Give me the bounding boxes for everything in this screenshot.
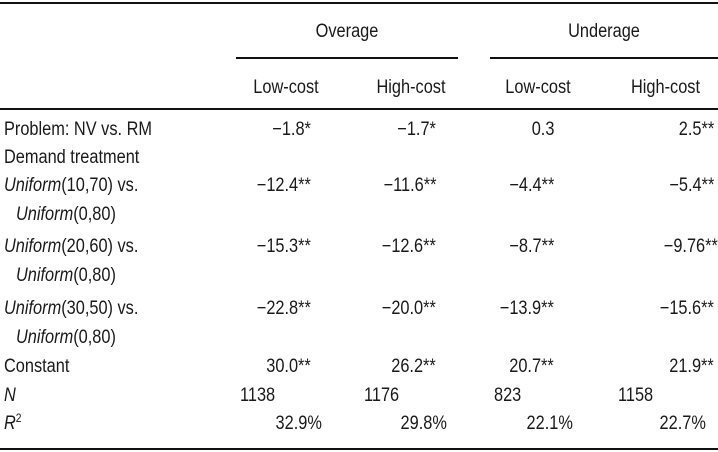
table-cell: 26.2** (391, 356, 436, 377)
table-cell: 0.3 (531, 119, 554, 140)
underage-group-rule (490, 57, 718, 59)
row-label-constant: Constant (4, 356, 70, 377)
table-cell: −1.7* (397, 119, 436, 140)
table-cell: −20.0** (381, 298, 436, 319)
table-cell: 1138 (240, 385, 276, 406)
table-cell: −12.6** (381, 236, 436, 257)
table-cell: 1158 (618, 385, 654, 406)
table-cell: 22.1% (526, 413, 573, 434)
table-cell: −5.4** (669, 175, 714, 196)
row-label-problem: Problem: NV vs. RM (4, 119, 153, 140)
table-cell: −8.7** (509, 236, 554, 257)
table-cell: 1176 (364, 385, 400, 406)
table-cell: −15.6** (659, 298, 714, 319)
overage-group-rule (236, 57, 458, 59)
table-cell: 30.0** (266, 356, 311, 377)
table-cell: 21.9** (669, 356, 714, 377)
table-cell: −15.3** (256, 236, 311, 257)
table-cell: 29.8% (400, 413, 447, 434)
row-label-baseline: Uniform(0,80) (16, 265, 116, 286)
row-label-n: N (4, 385, 16, 406)
header-rule (0, 108, 718, 110)
table-cell: 2.5** (678, 119, 714, 140)
top-rule (0, 2, 718, 4)
table-cell: −9.76** (663, 236, 718, 257)
table-cell: −13.9** (499, 298, 554, 319)
group-header-underage: Underage (568, 21, 640, 42)
row-label-baseline: Uniform(0,80) (16, 204, 116, 225)
row-label-uniform-30-50: Uniform(30,50) vs. (4, 298, 139, 319)
column-header: High-cost (630, 77, 701, 98)
row-label-demand: Demand treatment (4, 147, 140, 168)
column-header: High-cost (376, 77, 446, 98)
table-cell: −12.4** (256, 175, 311, 196)
table-cell: 823 (494, 385, 522, 406)
column-header: Low-cost (253, 77, 319, 98)
row-label-baseline: Uniform(0,80) (16, 327, 116, 348)
table-cell: 32.9% (275, 413, 322, 434)
column-header: Low-cost (505, 77, 571, 98)
table-cell: 20.7** (509, 356, 554, 377)
table-cell: −4.4** (509, 175, 554, 196)
bottom-rule (0, 448, 718, 450)
row-label-uniform-20-60: Uniform(20,60) vs. (4, 236, 139, 257)
group-header-overage: Overage (315, 21, 379, 42)
table-cell: −11.6** (383, 175, 436, 196)
table-cell: 22.7% (659, 413, 706, 434)
row-label-r-squared: R2 (4, 411, 22, 434)
row-label-uniform-10-70: Uniform(10,70) vs. (4, 175, 139, 196)
table-cell: −1.8* (272, 119, 311, 140)
table-cell: −22.8** (256, 298, 311, 319)
